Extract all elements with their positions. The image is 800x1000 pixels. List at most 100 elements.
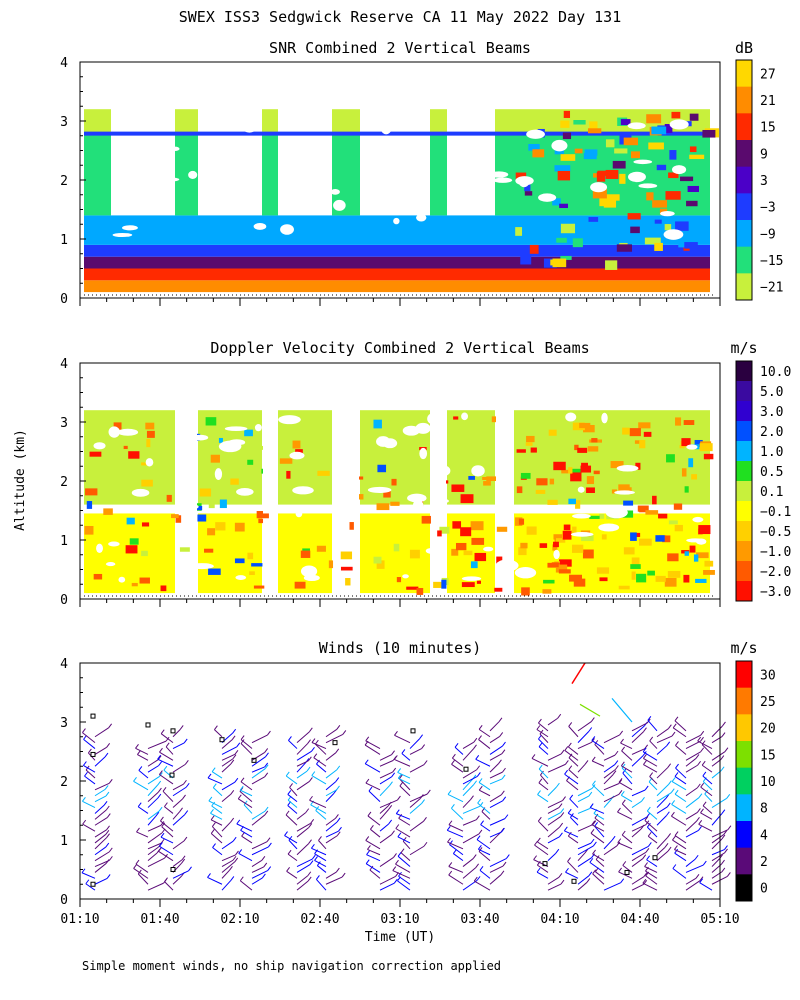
doppler-speckle	[129, 538, 139, 545]
snr-cell	[262, 109, 278, 133]
wind-barb	[289, 787, 298, 797]
snr-cell	[262, 215, 278, 245]
wind-barb-flag	[159, 747, 163, 753]
wind-barb	[674, 720, 687, 732]
wind-barb	[400, 852, 411, 862]
wind-barb	[603, 799, 612, 808]
wind-barb	[564, 830, 579, 838]
wind-barb-flag	[393, 853, 397, 858]
doppler-speckle	[704, 560, 714, 567]
wind-barb	[645, 875, 658, 885]
wind-barb-flag	[237, 794, 242, 800]
snr-speckle	[686, 200, 698, 207]
wind-barb	[221, 793, 232, 803]
wind-barb	[221, 821, 232, 832]
wind-barb-flag	[230, 817, 235, 823]
wind-barb-flag	[234, 857, 239, 863]
wind-barb	[94, 837, 107, 850]
wind-barb-flag	[183, 779, 187, 785]
doppler-speckle	[494, 587, 503, 592]
wind-barb	[534, 844, 549, 856]
wind-barb	[296, 762, 307, 773]
wind-barb-flag	[208, 796, 213, 802]
calm-marker	[90, 751, 96, 757]
wind-barb-flag	[501, 827, 505, 833]
snr-speckle	[560, 223, 576, 234]
snr-cell	[430, 244, 447, 257]
wind-barb-flag	[538, 778, 543, 784]
colorbar1-unit: dB	[735, 39, 753, 57]
doppler-speckle	[561, 469, 571, 474]
wind-barb	[325, 876, 343, 885]
snr-gap	[669, 119, 689, 130]
wind-barb-flag	[618, 790, 623, 795]
wind-barb	[325, 781, 337, 791]
snr-cell	[430, 215, 447, 245]
wind-barb	[462, 741, 475, 749]
doppler-speckle	[599, 513, 605, 519]
wind-barb	[478, 848, 491, 856]
wind-barb	[478, 851, 491, 862]
colorbar-swatch	[736, 561, 752, 582]
wind-barb	[396, 813, 411, 820]
wind-barb	[685, 764, 698, 773]
wind-barb	[379, 856, 394, 867]
wind-barb-flag	[563, 826, 568, 832]
wind-barb	[489, 771, 503, 779]
doppler-speckle	[218, 437, 223, 443]
snr-speckle	[605, 260, 618, 270]
wind-barb-flag	[366, 850, 370, 855]
wind-barb-flag	[307, 871, 312, 877]
wind-barb-flag	[239, 876, 244, 882]
wind-barb	[325, 830, 339, 838]
doppler-speckle	[441, 579, 447, 589]
wind-barb	[547, 883, 562, 891]
doppler-gap	[514, 567, 537, 579]
wind-barb	[603, 774, 614, 785]
wind-barb	[147, 784, 159, 797]
page-title: SWEX ISS3 Sedgwick Reserve CA 11 May 202…	[179, 8, 622, 26]
wind-barb-flag	[182, 794, 186, 800]
snr-speckle	[620, 119, 631, 126]
wind-barb-flag	[106, 833, 110, 838]
wind-barb-flag	[285, 771, 290, 777]
wind-barb	[287, 805, 298, 814]
wind-barb-flag	[184, 760, 189, 765]
wind-barb	[547, 852, 557, 862]
doppler-gap	[686, 444, 698, 450]
doppler-speckle	[452, 521, 462, 529]
wind-barb-flag	[314, 856, 318, 861]
doppler-speckle	[623, 547, 635, 555]
snr-cell	[84, 132, 111, 216]
doppler-speckle	[601, 534, 607, 540]
wind-barb-flag	[133, 777, 137, 782]
wind-barb	[94, 756, 106, 767]
snr-gap	[519, 178, 529, 188]
doppler-gap	[434, 542, 445, 549]
wind-barb	[172, 786, 187, 797]
doppler-speckle	[518, 547, 527, 556]
wind-barb-flag	[284, 831, 288, 836]
wind-barb	[367, 848, 381, 856]
wind-barb-flag	[647, 842, 652, 847]
wind-barb-flag	[647, 831, 652, 837]
snr-cell	[495, 256, 514, 269]
snr-gap	[170, 146, 180, 151]
colorbar-label: 27	[760, 67, 776, 82]
wind-barb-flag	[644, 816, 649, 821]
wind-barb	[675, 745, 687, 755]
wind-barb-flag	[84, 771, 88, 777]
snr-gap	[124, 145, 146, 153]
doppler-speckle	[451, 484, 465, 492]
wind-barb-flag	[477, 798, 482, 804]
doppler-speckle	[542, 589, 552, 594]
wind-barb-flag	[336, 831, 341, 837]
wind-barb-flag	[588, 791, 593, 797]
wind-barb	[540, 774, 549, 785]
wind-barb	[314, 743, 327, 755]
colorbar-label: −2.0	[760, 565, 791, 580]
wind-barb-flag	[556, 782, 560, 788]
wind-barb-flag	[672, 723, 677, 729]
wind-barb-flag	[394, 731, 398, 736]
wind-barb-flag	[243, 800, 248, 806]
